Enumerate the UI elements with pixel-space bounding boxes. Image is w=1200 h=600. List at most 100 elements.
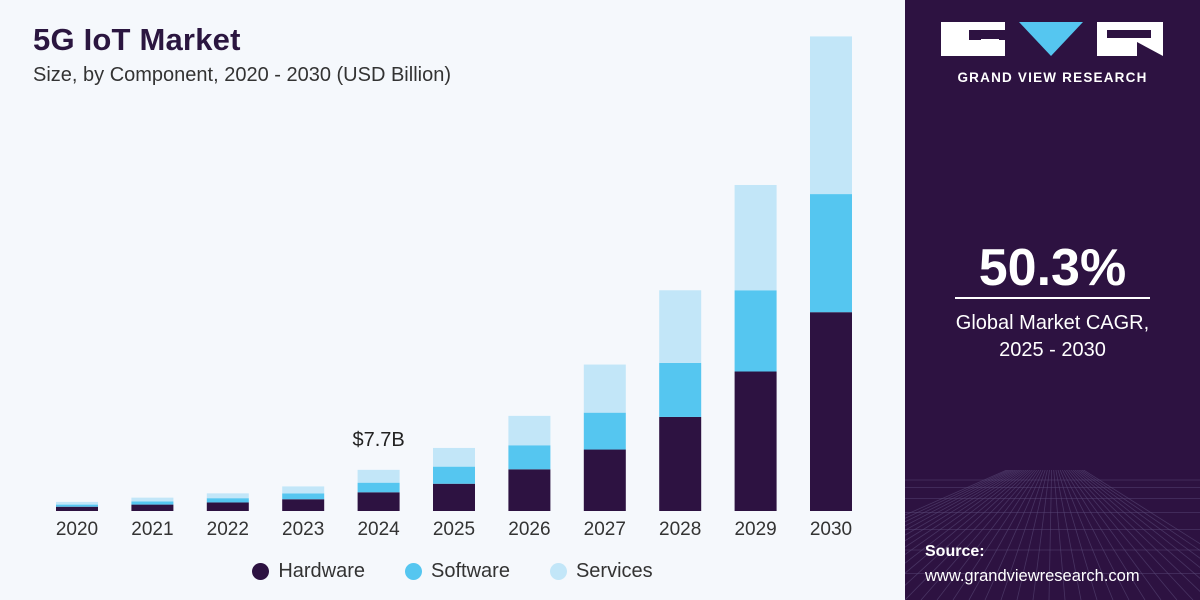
- cagr-label-line-2: 2025 - 2030: [999, 339, 1106, 361]
- grid-line: [1078, 470, 1200, 559]
- grid-line: [984, 470, 1044, 600]
- chart-panel: 5G IoT Market Size, by Component, 2020 -…: [0, 22, 905, 583]
- source-url[interactable]: www.grandviewresearch.com: [925, 567, 1140, 585]
- bar-hardware-2027: [583, 449, 626, 511]
- grid-line: [905, 470, 1019, 536]
- bar-hardware-2030: [810, 312, 852, 511]
- bar-services-2028: [659, 290, 702, 363]
- grid-line: [905, 470, 1023, 548]
- grid-line: [936, 470, 1038, 600]
- bar-services-2026: [508, 415, 551, 446]
- bar-software-2022: [206, 498, 249, 503]
- grid-line: [1059, 470, 1114, 600]
- chart-subtitle: Size, by Component, 2020 - 2030 (USD Bil…: [33, 64, 451, 86]
- x-tick-label-2027: 2027: [584, 519, 626, 540]
- legend: Hardware Software Services: [0, 560, 905, 583]
- labels-layer: 2020 2021 2022 2023 2024 2025 2026 2027 2028 2029…: [56, 429, 852, 540]
- grid-line: [1080, 470, 1200, 551]
- legend-item-services: Services: [549, 560, 653, 583]
- bar-services-2020: [56, 501, 98, 505]
- x-tick-label-2020: 2020: [56, 519, 98, 540]
- bar-hardware-2020: [56, 506, 98, 511]
- grid-line: [905, 470, 1029, 574]
- side-panel: GRAND VIEW RESEARCH 50.3% Global Market …: [905, 0, 1200, 600]
- grid-line: [968, 470, 1042, 600]
- grid-line: [1053, 470, 1066, 600]
- bar-hardware-2023: [282, 499, 325, 511]
- x-tick-label-2029: 2029: [734, 519, 776, 540]
- bar-software-2028: [659, 362, 702, 417]
- bar-software-2020: [56, 504, 98, 507]
- bar-hardware-2024: [357, 492, 400, 511]
- bar-software-2026: [508, 445, 551, 470]
- grid-line: [1057, 470, 1098, 600]
- grid-line: [1070, 470, 1194, 600]
- bar-software-2029: [734, 290, 777, 372]
- bar-services-2029: [734, 184, 777, 291]
- bar-software-2025: [433, 466, 475, 484]
- grid-line: [1061, 470, 1130, 600]
- bar-services-2021: [131, 497, 174, 502]
- grid-line: [905, 470, 1027, 564]
- legend-label-software: Software: [431, 560, 510, 582]
- bar-services-2030: [810, 36, 852, 195]
- legend-label-hardware: Hardware: [278, 560, 366, 582]
- bar-software-2021: [131, 501, 174, 505]
- grid-line: [905, 470, 1008, 516]
- bar-hardware-2025: [433, 483, 475, 511]
- grid-line: [905, 470, 1021, 542]
- grid-line: [905, 470, 1033, 600]
- grid-line: [1082, 470, 1200, 545]
- stacked-bar-chart: 2020 2021 2022 2023 2024 2025 2026 2027 2028 2029…: [56, 36, 852, 540]
- chart-title: 5G IoT Market: [33, 22, 241, 57]
- bar-software-2023: [282, 493, 325, 500]
- x-tick-label-2025: 2025: [433, 519, 475, 540]
- grid-line: [1000, 470, 1046, 600]
- legend-item-hardware: Hardware: [252, 560, 365, 583]
- x-tick-label-2021: 2021: [131, 519, 173, 540]
- bar-hardware-2021: [131, 504, 174, 511]
- grid-line: [1066, 470, 1162, 600]
- bar-services-2022: [206, 493, 249, 499]
- grid-line: [952, 470, 1040, 600]
- x-tick-label-2023: 2023: [282, 519, 324, 540]
- x-tick-label-2024: 2024: [357, 519, 400, 540]
- legend-swatch-services: [549, 563, 567, 580]
- grid-line: [905, 470, 1017, 531]
- brand-name: GRAND VIEW RESEARCH: [957, 70, 1148, 85]
- legend-swatch-software: [405, 563, 423, 580]
- cagr-value: 50.3%: [978, 239, 1127, 297]
- grid-line: [905, 470, 1025, 555]
- grid-line: [1063, 470, 1146, 600]
- bar-hardware-2028: [659, 416, 702, 511]
- grid-line: [1072, 470, 1200, 592]
- grid-line: [1074, 470, 1200, 579]
- cagr-label-line-1: Global Market CAGR,: [955, 312, 1150, 334]
- bar-hardware-2029: [734, 371, 777, 511]
- source-label: Source:: [925, 543, 985, 560]
- bar-software-2030: [810, 194, 852, 313]
- legend-label-services: Services: [575, 560, 653, 582]
- grid-line: [905, 470, 1010, 519]
- bar-services-2023: [282, 486, 325, 494]
- bar-services-2027: [583, 364, 626, 413]
- grand-view-research-logo: [941, 22, 1163, 56]
- grid-line: [905, 470, 1012, 523]
- bars-layer: [56, 36, 852, 511]
- bar-services-2025: [433, 447, 475, 467]
- grid-line: [1016, 470, 1048, 600]
- grid-line: [1068, 470, 1178, 600]
- x-tick-label-2030: 2030: [810, 519, 852, 540]
- x-tick-label-2026: 2026: [508, 519, 550, 540]
- grid-line: [905, 470, 1031, 586]
- bar-software-2027: [583, 412, 626, 450]
- data-label-2024: $7.7B: [352, 429, 404, 451]
- grid-line: [920, 470, 1036, 600]
- cagr-divider: [955, 297, 1150, 299]
- grid-line: [1055, 470, 1082, 600]
- grid-line: [1076, 470, 1200, 568]
- grid-line: [1048, 470, 1053, 600]
- bar-services-2024: [357, 469, 400, 483]
- legend-item-software: Software: [405, 560, 510, 583]
